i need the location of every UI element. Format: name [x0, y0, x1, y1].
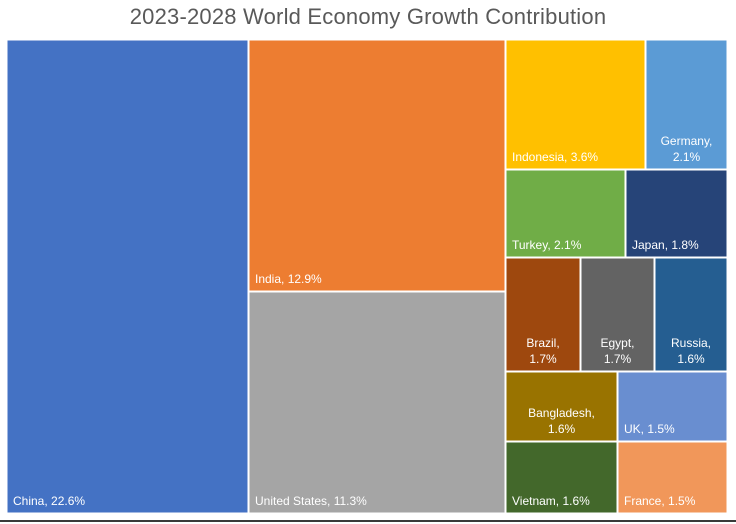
treemap-label-turkey: Turkey, 2.1% — [512, 238, 582, 252]
treemap-label-uk: UK, 1.5% — [624, 422, 675, 436]
treemap-label-japan: Japan, 1.8% — [632, 238, 699, 252]
treemap-rect-france — [617, 441, 728, 514]
treemap-cell-vietnam: Vietnam, 1.6% — [505, 441, 618, 514]
treemap-rect-egypt — [580, 257, 655, 372]
treemap-label-indonesia: Indonesia, 3.6% — [512, 150, 598, 164]
treemap-rect-china — [6, 39, 249, 514]
treemap-label-russia: Russia, — [671, 336, 711, 350]
treemap-label-vietnam: Vietnam, 1.6% — [512, 494, 590, 508]
treemap-rect-vietnam — [505, 441, 618, 514]
treemap-rect-uk — [617, 371, 728, 442]
treemap-cell-united-states: United States, 11.3% — [248, 291, 506, 514]
treemap-rect-brazil — [505, 257, 581, 372]
treemap-cell-indonesia: Indonesia, 3.6% — [505, 39, 646, 170]
treemap-rect-turkey — [505, 169, 626, 258]
treemap-label-bangladesh: Bangladesh, — [528, 406, 595, 420]
treemap-label-egypt: 1.7% — [604, 352, 632, 366]
treemap-cell-uk: UK, 1.5% — [617, 371, 728, 442]
treemap-rect-russia — [654, 257, 728, 372]
treemap-label-germany: 2.1% — [673, 150, 701, 164]
treemap-cell-germany: Germany, 2.1% — [645, 39, 728, 170]
treemap-cell-china: China, 22.6% — [6, 39, 249, 514]
treemap-cell-brazil: Brazil, 1.7% — [505, 257, 581, 372]
treemap-label-china: China, 22.6% — [13, 494, 85, 508]
treemap-cell-egypt: Egypt, 1.7% — [580, 257, 655, 372]
treemap-cell-japan: Japan, 1.8% — [625, 169, 728, 258]
treemap-label-germany: Germany, — [661, 134, 713, 148]
treemap-rect-indonesia — [505, 39, 646, 170]
treemap-label-france: France, 1.5% — [624, 494, 696, 508]
treemap-label-russia: 1.6% — [677, 352, 705, 366]
chart-title: 2023-2028 World Economy Growth Contribut… — [129, 4, 607, 29]
treemap-cell-turkey: Turkey, 2.1% — [505, 169, 626, 258]
treemap-rect-united-states — [248, 291, 506, 514]
treemap-cell-india: India, 12.9% — [248, 39, 506, 292]
bottom-border — [0, 520, 736, 522]
treemap-rect-japan — [625, 169, 728, 258]
treemap-label-brazil: 1.7% — [529, 352, 557, 366]
treemap-rect-bangladesh — [505, 371, 618, 442]
treemap-label-india: India, 12.9% — [255, 272, 322, 286]
treemap-cell-bangladesh: Bangladesh, 1.6% — [505, 371, 618, 442]
treemap-rect-india — [248, 39, 506, 292]
treemap-cell-france: France, 1.5% — [617, 441, 728, 514]
treemap-label-bangladesh: 1.6% — [548, 422, 576, 436]
treemap-rect-germany — [645, 39, 728, 170]
treemap-label-brazil: Brazil, — [526, 336, 559, 350]
treemap-cell-russia: Russia, 1.6% — [654, 257, 728, 372]
treemap-label-united-states: United States, 11.3% — [255, 494, 367, 508]
treemap-label-egypt: Egypt, — [600, 336, 634, 350]
